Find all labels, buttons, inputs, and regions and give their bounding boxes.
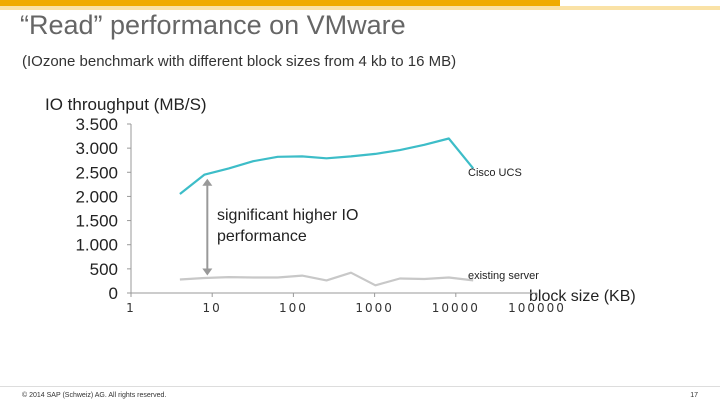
annotation-arrow-head-down <box>202 268 213 276</box>
x-tick-label: 10000 <box>432 301 480 315</box>
series-label-cisco-ucs: Cisco UCS <box>468 167 522 179</box>
series-line-existing-server <box>179 271 474 287</box>
footer-copyright: © 2014 SAP (Schweiz) AG. All rights rese… <box>22 392 167 399</box>
y-tick-label: 3.500 <box>75 115 118 134</box>
x-tick-label: 1000 <box>355 301 394 315</box>
y-tick-label: 0 <box>109 284 118 303</box>
y-tick-label: 1.000 <box>75 236 118 255</box>
x-tick-label: 100000 <box>508 301 566 315</box>
x-tick-label: 100 <box>279 301 308 315</box>
footer-divider <box>0 386 720 387</box>
series-line-cisco-ucs <box>179 137 475 195</box>
top-accent-bar-secondary <box>0 6 720 10</box>
annotation-text-line1: significant higher IO <box>217 207 358 224</box>
x-tick-label: 1 <box>126 301 136 315</box>
top-accent-bar-primary <box>0 0 560 6</box>
annotation-text-line2: performance <box>217 228 307 245</box>
top-accent-bar <box>0 0 720 10</box>
page-number: 17 <box>690 392 698 399</box>
x-tick-label: 10 <box>203 301 222 315</box>
y-tick-label: 1.500 <box>75 212 118 231</box>
annotation-arrow-head-up <box>202 178 213 186</box>
x-axis-label: block size (KB) <box>529 288 636 305</box>
y-tick-label: 2.500 <box>75 163 118 182</box>
y-tick-label: 2.000 <box>75 187 118 206</box>
series-label-existing-server: existing server <box>468 270 539 282</box>
slide-subtitle: (IOzone benchmark with different block s… <box>22 53 457 70</box>
slide-title: “Read” performance on VMware <box>20 10 406 40</box>
y-tick-label: 3.000 <box>75 139 118 158</box>
y-axis-label: IO throughput (MB/S) <box>45 95 207 114</box>
y-tick-label: 500 <box>90 260 118 279</box>
